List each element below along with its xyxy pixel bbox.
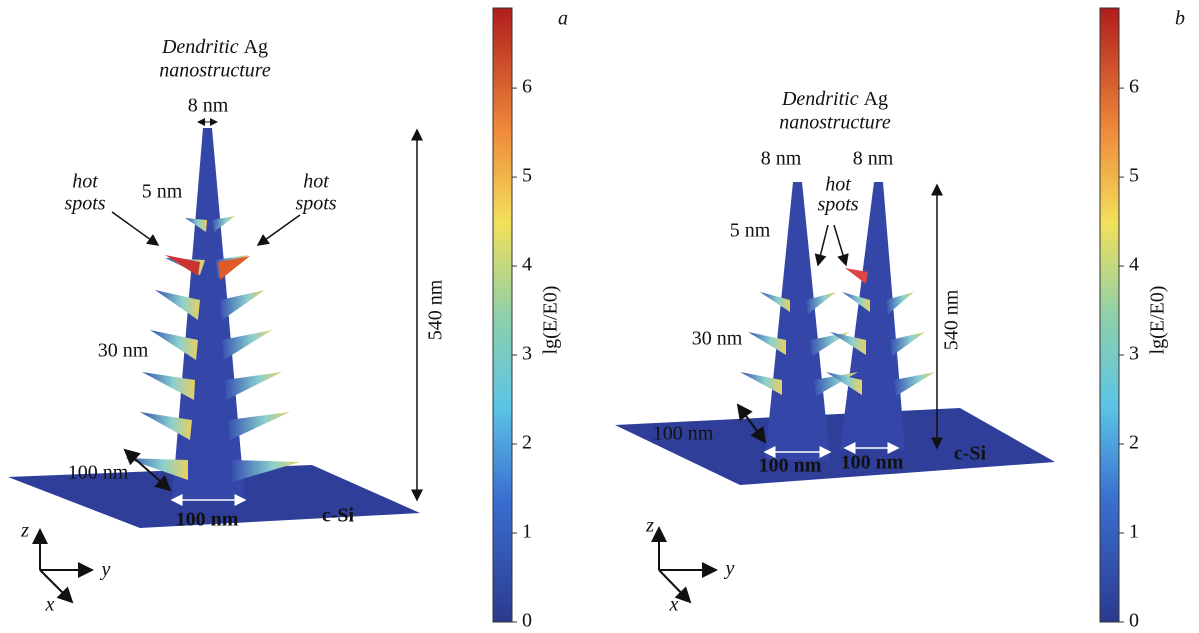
colorbar-tick-label: 4 [522, 254, 532, 276]
axis-label: y [724, 558, 735, 580]
colorbar-tick-label: 5 [1129, 165, 1139, 187]
colorbar-tick-label: 0 [1129, 610, 1139, 632]
annotation: 540 nm [425, 279, 447, 340]
title: Dendritic Ag [161, 36, 268, 58]
annotation: hot [825, 174, 851, 196]
render-a [8, 118, 423, 604]
axis-label: x [45, 594, 55, 616]
colorbar-tick-label: 1 [1129, 521, 1139, 543]
subtitle: nanostructure [159, 60, 271, 82]
annotation: 100 nm [841, 452, 904, 474]
annotation: 8 nm [188, 95, 229, 117]
colorbar-tick-label: 2 [522, 432, 532, 454]
annotation: 8 nm [761, 148, 802, 170]
annotation: 100 nm [68, 462, 129, 484]
annotation: 100 nm [759, 455, 822, 477]
annotation: 8 nm [853, 148, 894, 170]
colorbar [492, 7, 513, 623]
title-italic: Dendritic [781, 88, 864, 110]
title-rest: Ag [244, 36, 268, 58]
title-italic: Dendritic [161, 36, 244, 58]
annotation: 5 nm [142, 181, 183, 203]
annotation: spots [295, 193, 336, 215]
annotation: 30 nm [692, 328, 743, 350]
axis-label: x [669, 594, 679, 616]
annotation: spots [64, 193, 105, 215]
annotation: c-Si [322, 505, 355, 527]
panel-letter: a [558, 8, 568, 30]
colorbar-tick-label: 4 [1129, 254, 1139, 276]
axis-label: y [100, 559, 111, 581]
colorbar-tick-label: 6 [522, 76, 532, 98]
colorbar [1099, 7, 1120, 623]
colorbar-tick-label: 3 [522, 343, 532, 365]
colorbar-tick-label: 6 [1129, 76, 1139, 98]
title-rest: Ag [864, 88, 888, 110]
axis-label: z [645, 515, 654, 537]
colorbar-tick-label: 3 [1129, 343, 1139, 365]
annotation: 5 nm [730, 220, 771, 242]
title: Dendritic Ag [781, 88, 888, 110]
render-b [615, 182, 1055, 604]
annotation: c-Si [954, 443, 987, 465]
annotation: 540 nm [941, 289, 963, 350]
annotation: hot [303, 171, 329, 193]
annotation: hot [72, 171, 98, 193]
annotation: 30 nm [98, 340, 149, 362]
annotation: 100 nm [653, 423, 714, 445]
colorbar-tick-label: 1 [522, 521, 532, 543]
colorbar-tick-label: 0 [522, 610, 532, 632]
annotation: spots [817, 194, 858, 216]
annotation: 100 nm [176, 509, 239, 531]
colorbar-label: lg(E/E0) [540, 286, 562, 355]
panel-letter: b [1175, 8, 1185, 30]
axis-label: z [20, 520, 29, 542]
colorbar-label: lg(E/E0) [1147, 286, 1169, 355]
colorbar-tick-label: 2 [1129, 432, 1139, 454]
subtitle: nanostructure [779, 112, 891, 134]
colorbar-tick-label: 5 [522, 165, 532, 187]
